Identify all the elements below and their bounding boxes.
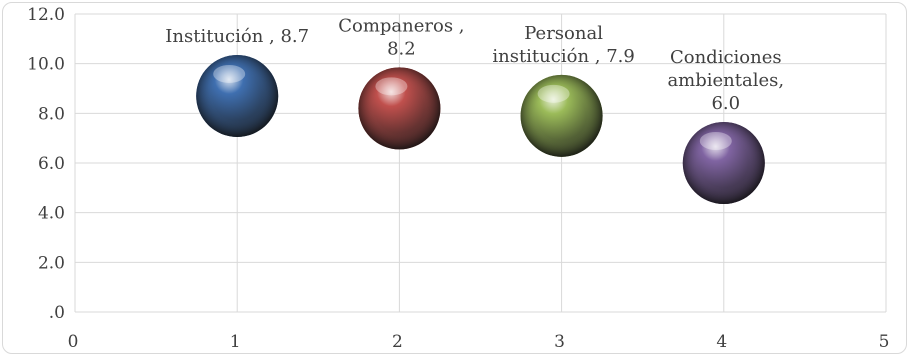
data-label-line: institución , 7.9 [492, 46, 634, 67]
bubble-shade [682, 122, 765, 204]
data-label: Condiciones ambientales, 6.0 [667, 47, 784, 114]
bubble-highlight [537, 84, 570, 103]
y-tick-label: .0 [49, 303, 65, 323]
y-tick-label: 2.0 [38, 253, 65, 273]
data-label: Personal institución , 7.9 [492, 23, 634, 67]
bubbles [196, 54, 765, 204]
data-label-line: 6.0 [711, 93, 740, 114]
bubble-highlight [699, 132, 732, 150]
x-tick-label: 4 [716, 332, 727, 352]
bubble-shade [196, 54, 279, 137]
data-label-line: Personal [524, 23, 603, 44]
x-tick-label: 5 [879, 332, 890, 352]
y-tick-label: 8.0 [38, 104, 65, 124]
y-tick-label: 6.0 [38, 154, 65, 174]
y-tick-label: 12.0 [27, 5, 65, 25]
tick-labels: .0 2.0 4.0 6.0 8.0 10.0 12.0 0 1 2 3 4 5 [27, 5, 889, 352]
data-labels: Institución , 8.7 Companeros , 8.2 Personal… [165, 15, 784, 114]
bubble-shade [358, 67, 441, 150]
data-label-line: Institución , 8.7 [165, 26, 309, 47]
x-tick-label: 3 [554, 332, 565, 352]
data-label-line: ambientales, [667, 70, 784, 91]
bubble-highlight [375, 77, 408, 96]
data-label-line: 8.2 [387, 38, 416, 59]
bubble-highlight [213, 64, 246, 83]
data-label-line: Companeros , [338, 15, 464, 36]
bubble-shade [520, 74, 603, 157]
x-tick-label: 2 [392, 332, 403, 352]
data-label: Institución , 8.7 [165, 26, 309, 47]
data-label-line: Condiciones [670, 47, 782, 68]
y-tick-label: 10.0 [27, 55, 65, 75]
y-tick-label: 4.0 [38, 204, 65, 224]
x-tick-label: 1 [230, 332, 241, 352]
data-label: Companeros , 8.2 [338, 15, 464, 59]
chart-frame [2, 2, 907, 354]
x-tick-label: 0 [68, 332, 79, 352]
